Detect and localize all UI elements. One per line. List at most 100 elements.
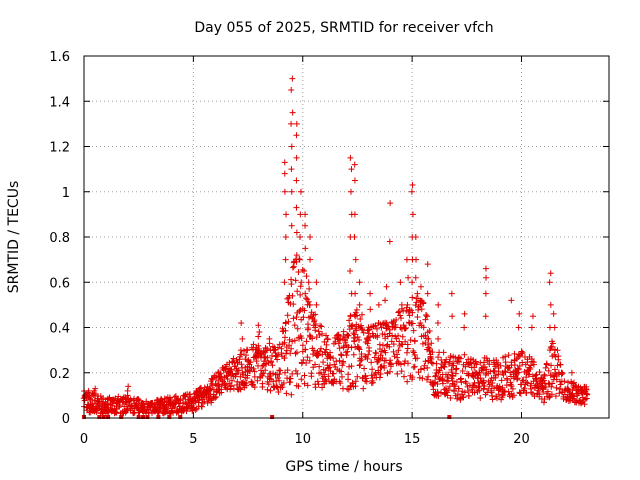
data-point	[340, 328, 347, 335]
data-point	[556, 390, 563, 397]
data-point	[502, 359, 509, 366]
data-point	[208, 399, 215, 406]
data-point	[480, 359, 487, 366]
data-point	[300, 314, 307, 321]
data-point	[356, 301, 363, 308]
data-point	[505, 352, 512, 359]
data-point	[544, 388, 551, 395]
data-point	[410, 347, 417, 354]
data-point	[237, 386, 244, 393]
data-point	[542, 384, 549, 391]
ground-marker	[270, 415, 275, 419]
data-point	[251, 373, 258, 380]
data-point	[345, 386, 352, 393]
data-point	[280, 380, 287, 387]
data-point	[333, 358, 340, 365]
data-point	[471, 389, 478, 396]
y-tick-label: 0	[62, 412, 70, 427]
data-point	[282, 369, 289, 376]
data-point	[355, 336, 362, 343]
data-point	[373, 325, 380, 332]
data-point	[440, 349, 447, 356]
data-point	[283, 347, 290, 354]
data-point	[279, 328, 286, 335]
data-point	[430, 380, 437, 387]
data-point	[536, 369, 543, 376]
data-point	[515, 351, 522, 358]
data-point	[407, 337, 414, 344]
data-point	[303, 273, 310, 280]
data-point	[546, 279, 553, 286]
data-point	[424, 313, 431, 320]
data-point	[226, 359, 233, 366]
data-point	[462, 363, 469, 370]
data-point	[414, 290, 421, 297]
data-point	[372, 322, 379, 329]
data-point	[482, 290, 489, 297]
data-point	[541, 371, 548, 378]
data-point	[403, 349, 410, 356]
data-point	[532, 372, 539, 379]
data-point	[559, 370, 566, 377]
data-point	[228, 367, 235, 374]
data-point	[358, 356, 365, 363]
data-point	[516, 363, 523, 370]
data-point	[283, 390, 290, 397]
data-point	[294, 370, 301, 377]
ground-marker	[178, 415, 183, 419]
data-point	[571, 393, 578, 400]
data-point	[577, 400, 584, 407]
data-point	[454, 358, 461, 365]
data-point	[379, 342, 386, 349]
data-point	[528, 355, 535, 362]
data-point	[314, 378, 321, 385]
x-tick-label: 15	[404, 432, 421, 447]
data-point	[247, 367, 254, 374]
data-point	[498, 377, 505, 384]
data-point	[125, 383, 132, 390]
data-point	[351, 211, 358, 218]
data-point	[375, 319, 382, 326]
data-point	[297, 291, 304, 298]
data-point	[489, 379, 496, 386]
data-point	[414, 313, 421, 320]
data-point	[289, 109, 296, 116]
data-point	[251, 368, 258, 375]
data-point	[312, 361, 319, 368]
data-point	[259, 362, 266, 369]
data-point	[448, 369, 455, 376]
data-point	[312, 321, 319, 328]
data-point	[519, 359, 526, 366]
data-point	[488, 389, 495, 396]
data-point	[449, 380, 456, 387]
data-point	[282, 327, 289, 334]
data-point	[289, 292, 296, 299]
data-point	[312, 384, 319, 391]
data-point	[215, 386, 222, 393]
data-point	[274, 356, 281, 363]
data-point	[432, 373, 439, 380]
data-point	[402, 325, 409, 332]
data-point	[335, 331, 342, 338]
data-point	[540, 399, 547, 406]
data-point	[215, 369, 222, 376]
ground-marker	[145, 415, 150, 419]
data-point	[304, 326, 311, 333]
data-point	[549, 380, 556, 387]
data-point	[288, 143, 295, 150]
data-point	[433, 360, 440, 367]
data-point	[557, 361, 564, 368]
data-point	[438, 389, 445, 396]
data-point	[515, 366, 522, 373]
data-point	[304, 354, 311, 361]
data-point	[398, 368, 405, 375]
data-point	[312, 324, 319, 331]
data-point	[288, 345, 295, 352]
data-point	[299, 342, 306, 349]
data-point	[267, 347, 274, 354]
data-point	[305, 298, 312, 305]
data-point	[508, 297, 515, 304]
data-point	[301, 267, 308, 274]
data-point	[324, 335, 331, 342]
data-point	[275, 351, 282, 358]
